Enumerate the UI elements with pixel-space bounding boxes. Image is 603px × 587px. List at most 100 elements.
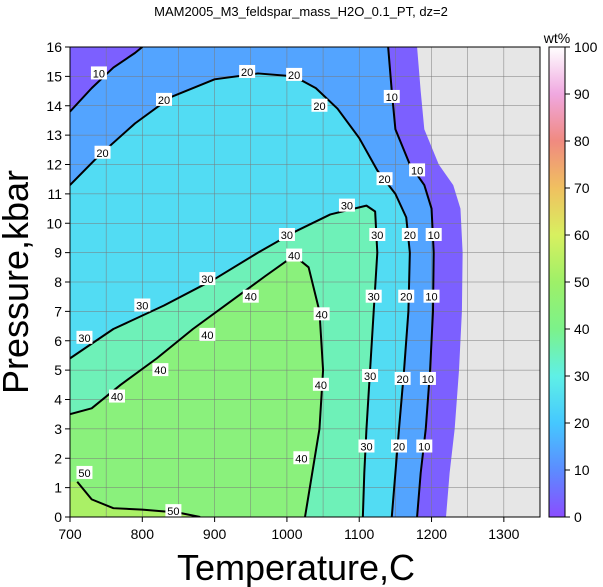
contour-label: 10 [419,371,436,386]
contour-label-bg [165,504,182,517]
contour-label: 20 [239,64,256,79]
contour-label-bg [199,327,216,341]
contour-label: 40 [152,363,169,377]
contour-label: 30 [365,289,382,304]
contour-label-text: 30 [368,292,380,304]
band-40 [70,255,324,517]
contour-label-bg [313,307,330,321]
contour-label-bg [425,228,442,241]
y-tick-label: 5 [54,362,62,378]
x-tick-label: 1300 [488,526,519,542]
contour-40-4 [70,254,325,517]
contour-label-bg [156,92,172,106]
y-tick-label: 15 [46,68,62,84]
y-tick-label: 3 [54,421,62,437]
contour-label: 30 [134,298,151,313]
contour-label-text: 40 [315,380,327,392]
contour-label: 10 [383,89,400,104]
contour-label: 10 [90,66,107,80]
contour-label-bg [358,439,375,453]
band-50 [70,481,201,517]
contour-label-text: 40 [201,330,213,342]
contour-label: 30 [369,228,386,242]
colorbar-tick-label: 30 [574,368,590,384]
contour-label: 20 [311,98,328,113]
contour-label-text: 20 [396,374,408,386]
contour-label: 20 [398,289,415,304]
contour-label: 30 [358,439,375,454]
contour-label-bg [311,98,328,112]
contour-label-text: 40 [154,365,166,377]
contour-label-bg [376,172,393,186]
y-tick-label: 16 [46,39,62,55]
contour-label-text: 30 [371,230,383,242]
contour-label-text: 50 [78,468,90,480]
colorbar-tick-label: 10 [574,462,590,478]
chart-title: MAM2005_M3_feldspar_mass_H2O_0.1_PT, dz=… [154,4,448,19]
contour-label-bg [362,369,379,382]
contour-label-text: 40 [288,251,300,263]
x-tick-label: 800 [131,526,155,542]
contour-label: 40 [293,451,310,465]
colorbar-tick-label: 80 [574,133,590,149]
contour-label-text: 10 [411,165,423,177]
contour-label-bg [90,66,107,80]
contour-label: 30 [338,198,355,213]
y-tick-label: 13 [46,127,62,143]
contour-label-text: 10 [428,230,440,242]
x-tick-label: 1000 [271,526,302,542]
contour-label-text: 50 [167,506,179,518]
contour-label: 20 [376,172,393,186]
contour-label-text: 40 [316,309,328,321]
colorbar-tick-label: 0 [574,509,582,525]
y-tick-label: 4 [54,392,62,408]
contour-label-bg [423,289,440,303]
x-axis: 700 800 900 1000 1100 1200 1300 [58,517,520,542]
contour-label: 10 [416,439,433,454]
contour-label: 30 [76,330,93,345]
y-tick-label: 0 [54,509,62,525]
contour-label-bg [338,198,355,212]
contour-label: 20 [286,67,303,82]
contour-label-bg [293,451,310,465]
contour-label-text: 10 [418,442,430,454]
contour-label-bg [369,228,386,241]
colorbar-label: wt% [543,30,570,46]
colorbar-tick-label: 40 [574,321,590,337]
colorbar-tick-label: 90 [574,86,590,102]
contour-label: 20 [394,371,411,386]
contour-label-text: 20 [378,174,390,186]
y-tick-label: 2 [54,450,62,466]
contour-label-text: 20 [393,442,405,454]
contour-label: 20 [391,439,407,454]
contour-10-0 [70,47,143,113]
y-tick-label: 14 [46,98,62,114]
plot-area: 10 20 20 20 20 20 10 10 20 30 30 30 30 30 40 40 40 40 40 40… [70,47,540,518]
contour-label-text: 20 [288,70,300,82]
contour-50-5 [76,481,201,517]
contour-label-text: 20 [96,148,108,160]
contour-label-text: 20 [404,230,416,242]
y-tick-label: 6 [54,333,62,349]
contour-30-3 [70,204,379,517]
y-tick-label: 11 [47,186,62,202]
contour-label-text: 10 [425,292,437,304]
contour-label-text: 10 [386,92,398,104]
contour-label: 10 [425,228,442,242]
contour-label: 40 [312,377,329,392]
y-tick-label: 1 [54,480,62,496]
contour-label-text: 10 [422,374,434,386]
contour-label: 40 [242,289,259,304]
y-axis-title: Pressure,kbar [0,170,36,394]
x-tick-label: 1200 [416,526,447,542]
colorbar-tick-label: 100 [574,39,598,55]
contour-label-bg [401,228,418,241]
colorbar-tick-label: 60 [574,227,590,243]
contour-label-bg [394,371,411,385]
contour-label-bg [391,439,407,453]
y-tick-label: 9 [54,245,62,261]
contour-label-text: 30 [360,442,372,454]
contour-label-bg [419,371,436,385]
